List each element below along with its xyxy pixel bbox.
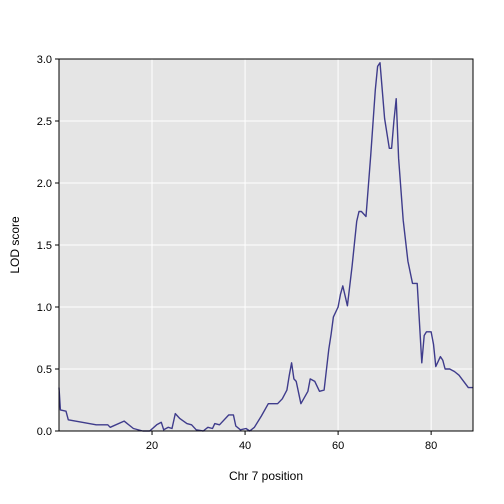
x-axis-label: Chr 7 position <box>229 469 303 483</box>
y-axis-ticks: 0.0 0.5 1.0 1.5 2.0 2.5 3.0 <box>37 54 59 438</box>
y-tick-label: 3.0 <box>37 54 52 66</box>
y-tick-label: 0.5 <box>37 364 52 376</box>
y-tick-label: 2.0 <box>37 178 52 190</box>
lod-series-line <box>58 62 473 432</box>
y-axis-label: LOD score <box>8 216 22 274</box>
x-tick-label: 20 <box>146 440 158 452</box>
x-axis-ticks: 20 40 60 80 <box>146 431 437 452</box>
y-tick-label: 0.0 <box>37 426 52 438</box>
x-tick-label: 40 <box>239 440 251 452</box>
y-tick-label: 1.5 <box>37 240 52 252</box>
y-tick-label: 1.0 <box>37 302 52 314</box>
y-tick-label: 2.5 <box>37 116 52 128</box>
x-tick-label: 80 <box>425 440 437 452</box>
series-layer <box>58 62 473 432</box>
x-tick-label: 60 <box>332 440 344 452</box>
